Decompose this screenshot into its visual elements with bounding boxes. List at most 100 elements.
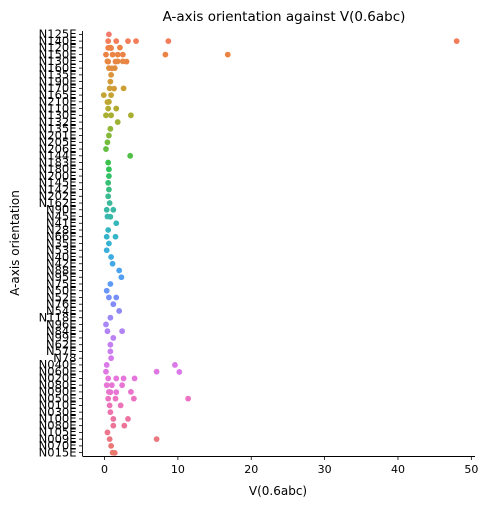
data-point <box>108 254 115 260</box>
y-tick-label: N160E <box>39 61 77 75</box>
data-point <box>125 416 131 422</box>
x-tick-labels: 0 10 20 30 40 50 <box>101 456 478 476</box>
y-tick-label: N50E <box>46 284 77 298</box>
data-point <box>109 51 116 58</box>
data-point <box>118 274 125 281</box>
data-point <box>110 335 117 341</box>
y-tick-label: N132E <box>39 115 77 129</box>
data-point <box>110 422 117 429</box>
data-point <box>110 206 117 213</box>
y-tick-label: N180E <box>39 162 77 176</box>
data-point <box>107 78 114 85</box>
data-point <box>105 159 112 166</box>
data-point <box>114 58 121 65</box>
y-tick-label: N142E <box>39 182 77 196</box>
y-tick-label: N144E <box>39 149 77 163</box>
data-point <box>104 429 111 436</box>
data-point <box>107 341 114 348</box>
y-tick-label: N080E <box>39 378 77 392</box>
chart-title: A-axis orientation against V(0.6abc) <box>163 9 406 25</box>
y-tick-label: N090E <box>39 385 77 399</box>
data-point <box>453 38 460 45</box>
data-point <box>107 44 114 51</box>
y-tick-label: N205E <box>39 135 77 149</box>
y-tick-label: N84E <box>46 324 77 338</box>
data-point <box>104 328 111 335</box>
data-point <box>130 395 137 402</box>
y-tick-label: N080E <box>39 418 77 432</box>
data-point <box>107 348 114 355</box>
data-point <box>112 395 119 402</box>
data-point <box>106 65 112 71</box>
data-point <box>106 436 113 443</box>
y-tick-label: N040E <box>39 358 77 372</box>
data-point <box>106 240 112 247</box>
data-point <box>113 389 120 396</box>
data-point <box>103 247 110 254</box>
data-point <box>113 294 120 301</box>
data-point <box>113 375 120 382</box>
data-point <box>106 166 112 173</box>
data-point <box>108 71 115 78</box>
data-point <box>121 422 128 429</box>
data-point <box>120 375 127 382</box>
y-tick-label: N76E <box>46 297 77 311</box>
data-point <box>103 233 110 240</box>
y-axis-label: A-axis orientation <box>8 190 22 296</box>
data-point <box>107 281 114 287</box>
data-point <box>108 382 115 389</box>
data-point <box>116 308 123 314</box>
data-point <box>106 294 112 301</box>
y-tick-label: N130E <box>39 54 77 68</box>
data-point <box>103 51 109 58</box>
data-point <box>106 31 112 38</box>
data-point <box>104 213 111 220</box>
data-point <box>105 38 112 45</box>
y-tick-label: N050E <box>39 391 77 405</box>
y-tick-label: N135E <box>39 122 77 136</box>
y-tick-label: N57E <box>46 344 77 358</box>
data-point <box>162 51 169 58</box>
data-point <box>131 375 138 382</box>
data-point <box>185 395 192 402</box>
x-axis-label: V(0.6abc) <box>249 484 307 498</box>
x-tick-label: 30 <box>318 463 332 476</box>
y-tick-label: N206E <box>39 142 77 156</box>
y-tick-label: N54E <box>46 304 77 318</box>
data-point <box>106 132 112 139</box>
y-tick-label: N105E <box>39 425 77 439</box>
data-point <box>109 260 116 267</box>
data-point <box>103 146 109 152</box>
y-tick-label: N120E <box>39 41 77 55</box>
data-point <box>153 436 160 443</box>
x-tick-label: 40 <box>391 463 405 476</box>
x-tick-label: 20 <box>244 463 258 476</box>
y-tick-label: N90E <box>46 203 77 217</box>
data-point <box>103 287 110 294</box>
data-point <box>103 112 109 119</box>
data-point <box>109 449 116 456</box>
data-point <box>114 119 121 125</box>
y-tick-label: N170E <box>39 81 77 95</box>
data-point <box>104 58 111 65</box>
y-tick-label: N100E <box>39 412 77 426</box>
data-point <box>106 98 112 105</box>
data-point <box>103 321 109 328</box>
y-tick-label: N130E <box>39 108 77 122</box>
data-point <box>105 395 112 402</box>
y-tick-label: N200E <box>39 169 77 183</box>
y-tick-label: N53E <box>46 243 77 257</box>
data-point <box>114 51 121 58</box>
data-point <box>103 368 109 375</box>
y-tick-label: N78 <box>53 351 76 365</box>
y-tick-label: N070E <box>39 439 77 453</box>
y-tick-label: N201E <box>39 128 77 142</box>
data-point <box>172 362 178 368</box>
data-point <box>224 51 231 58</box>
data-point <box>100 92 107 98</box>
y-tick-label: N110E <box>39 101 77 115</box>
data-point <box>125 38 131 45</box>
y-tick-label: N145E <box>39 176 77 190</box>
y-tick-label: N96E <box>46 317 77 331</box>
